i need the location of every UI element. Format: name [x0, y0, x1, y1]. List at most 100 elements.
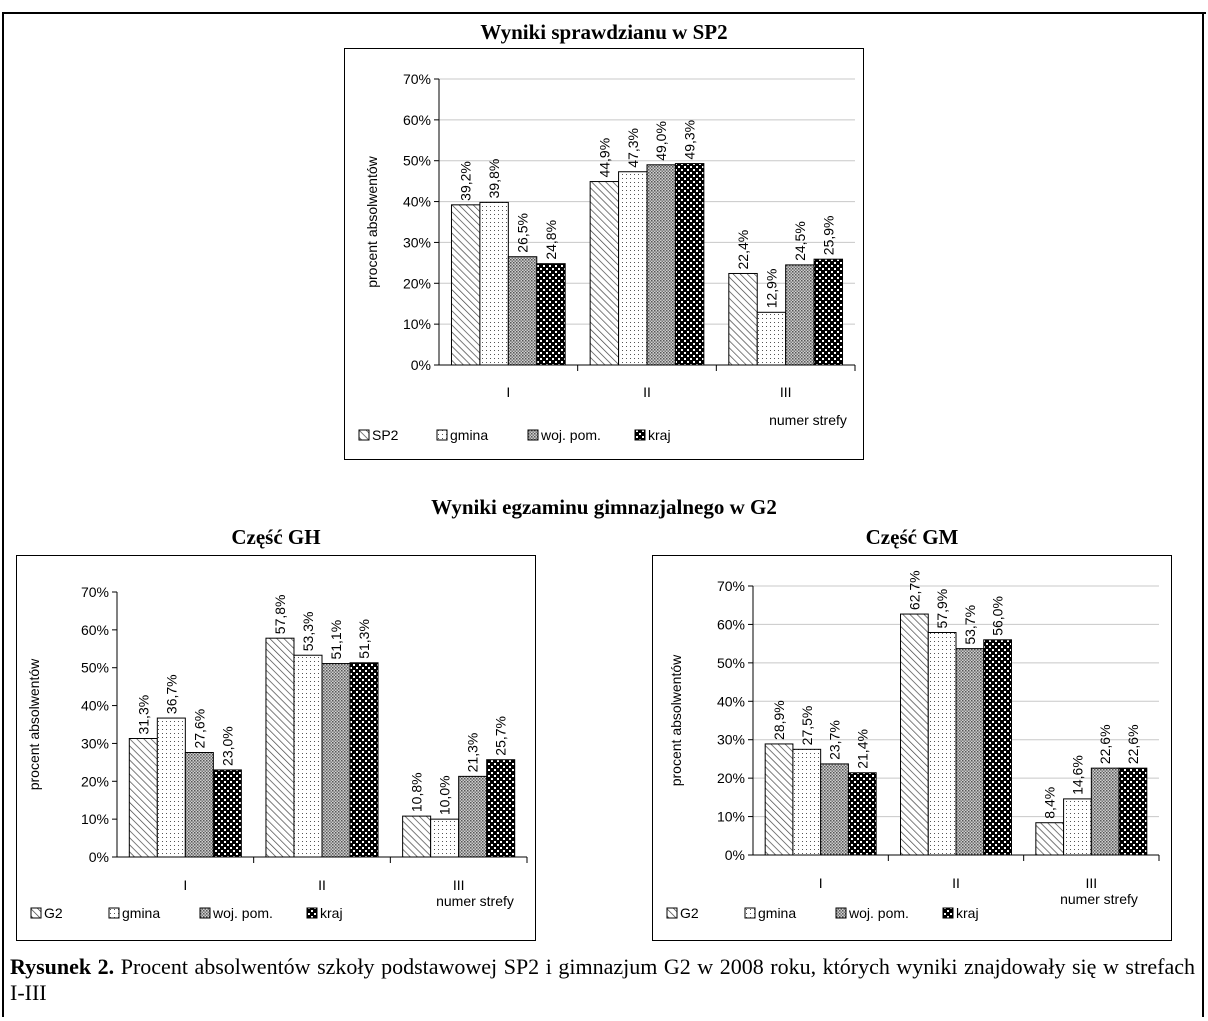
y-tick-label: 0%: [89, 849, 109, 865]
legend-label: kraj: [320, 905, 343, 921]
header-rule: [2, 12, 1206, 14]
y-axis-label: procent absolwentów: [668, 654, 684, 786]
data-label: 39,8%: [486, 159, 502, 199]
y-tick-label: 50%: [717, 655, 745, 671]
bar: [321, 663, 351, 858]
legend-swatch: [30, 907, 42, 919]
bar: [927, 631, 957, 856]
bar: [618, 171, 648, 366]
legend-label: G2: [680, 905, 699, 921]
data-label: 49,0%: [653, 121, 669, 161]
y-tick-label: 70%: [81, 584, 109, 600]
legend-label: SP2: [372, 427, 399, 443]
data-label: 27,6%: [191, 709, 207, 749]
chart-gm-svg: 0% 10% 20% 30% 40% 50% 60% 70% procent absolwent…: [666, 570, 1160, 921]
chart-sp2-svg: 0% 10% 20% 30% 40% 50% 60% 70% procent absolwent…: [358, 71, 856, 443]
chart-title-gh: Część GH: [231, 525, 321, 549]
y-tick-label: 40%: [717, 693, 745, 709]
x-tick-label: I: [819, 875, 823, 891]
data-label: 25,7%: [493, 716, 509, 756]
y-tick-label: 30%: [717, 732, 745, 748]
data-label: 21,4%: [854, 729, 870, 769]
y-tick-label: 60%: [81, 622, 109, 638]
bar: [847, 772, 877, 856]
data-label: 56,0%: [990, 596, 1006, 636]
y-tick-label: 60%: [403, 112, 431, 128]
bar: [813, 258, 844, 366]
y-tick-label: 10%: [403, 316, 431, 332]
chart-gh-svg: 0% 10% 20% 30% 40% 50% 60% 70% procent absolwent…: [26, 584, 528, 921]
y-tick-label: 40%: [81, 698, 109, 714]
y-tick-label: 40%: [403, 194, 431, 210]
chart-title-gm: Część GM: [865, 525, 959, 549]
data-label: 51,3%: [356, 619, 372, 659]
bar: [646, 164, 676, 366]
y-tick-label: 10%: [81, 811, 109, 827]
data-label: 25,9%: [820, 215, 836, 255]
data-label: 62,7%: [906, 570, 922, 610]
bar: [479, 201, 509, 366]
bar: [955, 648, 985, 856]
data-label: 22,4%: [735, 230, 751, 270]
y-tick-label: 30%: [81, 735, 109, 751]
data-label: 24,8%: [543, 220, 559, 260]
y-tick-label: 50%: [81, 660, 109, 676]
bar: [1118, 767, 1148, 856]
x-tick-label: III: [453, 877, 465, 893]
y-tick-label: 20%: [81, 773, 109, 789]
bar: [1063, 798, 1092, 856]
bar: [156, 717, 186, 858]
y-tick-label: 10%: [717, 809, 745, 825]
bar: [507, 256, 538, 366]
bar: [430, 818, 460, 858]
legend-label: G2: [44, 905, 63, 921]
data-label: 21,3%: [465, 733, 481, 773]
chart-gm: 0% 10% 20% 30% 40% 50% 60% 70% procent absolwent…: [652, 555, 1172, 941]
chart-gh: 0% 10% 20% 30% 40% 50% 60% 70% procent absolwent…: [16, 555, 536, 941]
bar: [450, 204, 481, 366]
legend-swatch: [306, 907, 318, 919]
legend-label: gmina: [758, 905, 796, 921]
bar: [900, 613, 929, 856]
bar: [756, 311, 787, 366]
bar: [983, 639, 1012, 856]
bar: [589, 181, 620, 366]
data-label: 14,6%: [1069, 755, 1085, 795]
y-tick-label: 70%: [403, 71, 431, 87]
data-label: 53,3%: [300, 612, 316, 652]
data-label: 23,7%: [827, 720, 843, 760]
bar: [212, 769, 242, 858]
legend-label: woj. pom.: [212, 905, 273, 921]
x-axis-label: numer strefy: [769, 412, 847, 428]
data-label: 49,3%: [682, 120, 698, 160]
data-label: 47,3%: [625, 128, 641, 168]
legend-swatch: [199, 907, 211, 919]
bar: [1090, 767, 1120, 856]
y-tick-label: 60%: [717, 616, 745, 632]
legend-swatch: [436, 429, 448, 441]
bar: [486, 759, 516, 858]
data-label: 23,0%: [219, 726, 235, 766]
data-label: 39,2%: [458, 161, 474, 201]
bar: [536, 263, 566, 366]
data-label: 10,8%: [409, 772, 425, 812]
y-tick-label: 0%: [411, 357, 431, 373]
y-axis-label: procent absolwentów: [364, 155, 380, 287]
data-label: 22,6%: [1125, 724, 1141, 764]
bar: [293, 654, 323, 858]
x-tick-label: II: [952, 875, 960, 891]
bar: [674, 163, 705, 366]
data-label: 53,7%: [962, 605, 978, 645]
bar: [728, 272, 758, 366]
data-label: 44,9%: [596, 138, 612, 178]
bar: [458, 775, 488, 858]
y-axis-label: procent absolwentów: [26, 658, 42, 790]
legend-swatch: [666, 907, 678, 919]
bar: [792, 748, 822, 856]
data-label: 51,1%: [328, 620, 344, 660]
legend-swatch: [527, 429, 539, 441]
bar: [1035, 822, 1065, 856]
x-tick-label: III: [1085, 875, 1097, 891]
legend-swatch: [744, 907, 756, 919]
x-tick-label: I: [506, 384, 510, 400]
